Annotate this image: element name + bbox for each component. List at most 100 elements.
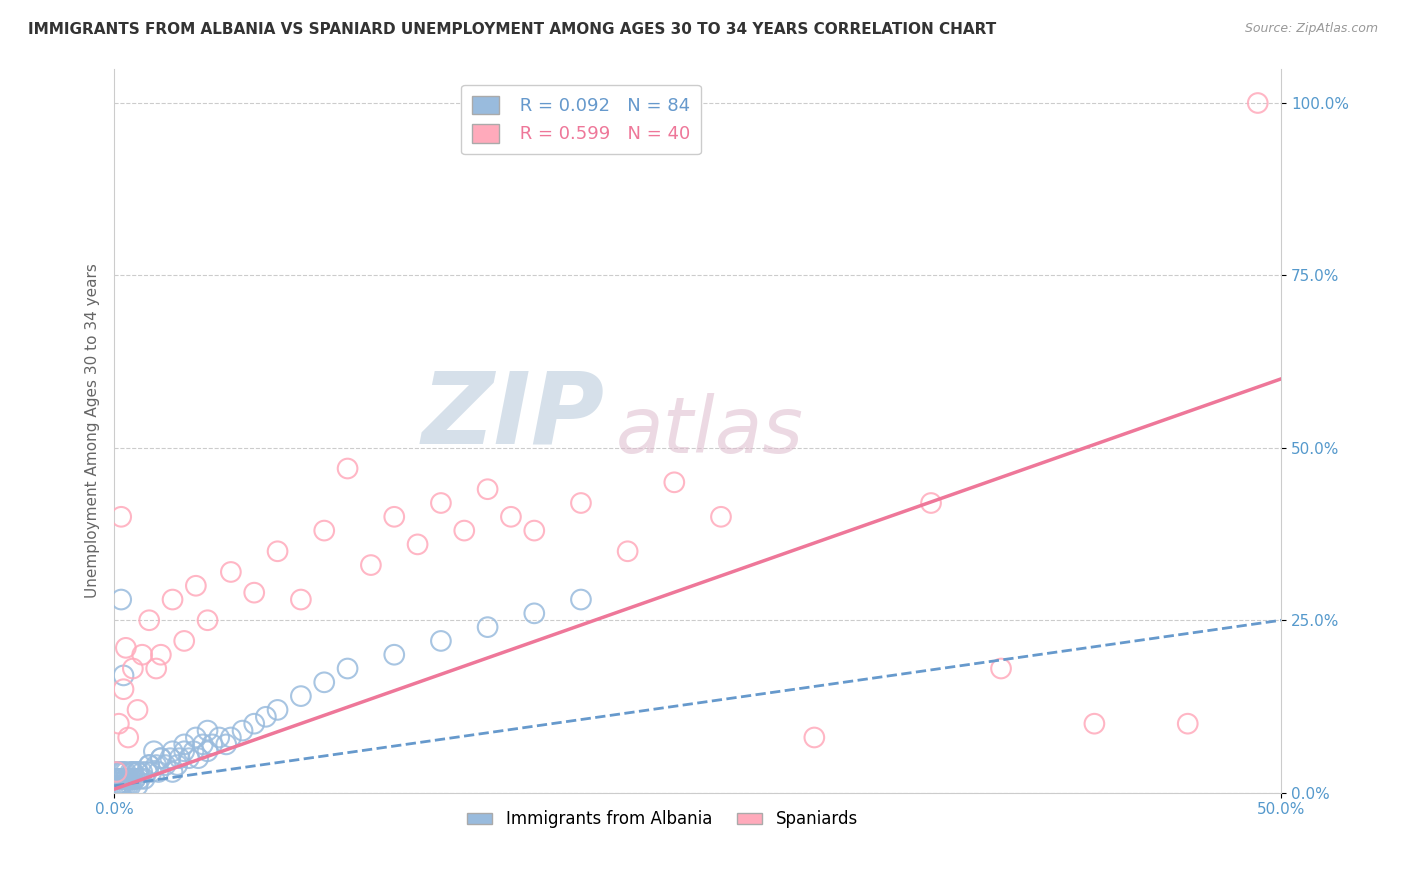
Point <box>477 620 499 634</box>
Point <box>127 764 149 779</box>
Point <box>314 524 336 538</box>
Point <box>145 758 167 772</box>
Point <box>920 496 942 510</box>
Point <box>108 716 131 731</box>
Point <box>127 779 149 793</box>
Point <box>173 634 195 648</box>
Point <box>115 640 138 655</box>
Point <box>219 731 242 745</box>
Point <box>115 772 138 786</box>
Point <box>105 764 128 779</box>
Point <box>115 779 138 793</box>
Point <box>148 764 170 779</box>
Point <box>360 558 382 572</box>
Point <box>232 723 254 738</box>
Point <box>110 764 132 779</box>
Point <box>145 661 167 675</box>
Point <box>191 738 214 752</box>
Point <box>453 524 475 538</box>
Point <box>105 779 128 793</box>
Point <box>131 648 153 662</box>
Point <box>121 764 143 779</box>
Point <box>128 772 150 786</box>
Point <box>184 731 207 745</box>
Point <box>112 764 135 779</box>
Point <box>108 772 131 786</box>
Point <box>120 764 142 779</box>
Point <box>117 772 139 786</box>
Point <box>155 758 177 772</box>
Point <box>105 772 128 786</box>
Point <box>121 772 143 786</box>
Point <box>121 764 143 779</box>
Point <box>430 634 453 648</box>
Point <box>138 613 160 627</box>
Point <box>131 764 153 779</box>
Point <box>616 544 638 558</box>
Text: atlas: atlas <box>616 392 804 468</box>
Point <box>108 779 131 793</box>
Point <box>142 744 165 758</box>
Point <box>159 751 181 765</box>
Point <box>523 524 546 538</box>
Point <box>135 764 157 779</box>
Point <box>138 758 160 772</box>
Point <box>197 723 219 738</box>
Point <box>105 779 128 793</box>
Point <box>183 744 205 758</box>
Point <box>105 764 128 779</box>
Point <box>112 772 135 786</box>
Point <box>219 565 242 579</box>
Point <box>110 779 132 793</box>
Point <box>138 758 160 772</box>
Point <box>108 772 131 786</box>
Point <box>162 592 184 607</box>
Point <box>177 751 200 765</box>
Point <box>117 772 139 786</box>
Point <box>169 751 191 765</box>
Point <box>112 682 135 697</box>
Point <box>149 648 172 662</box>
Point <box>523 607 546 621</box>
Point <box>166 758 188 772</box>
Point <box>336 661 359 675</box>
Point <box>110 772 132 786</box>
Point <box>108 764 131 779</box>
Point <box>569 592 592 607</box>
Point <box>124 772 146 786</box>
Point <box>120 779 142 793</box>
Point <box>173 744 195 758</box>
Point <box>1247 95 1270 110</box>
Point <box>201 738 224 752</box>
Point <box>710 509 733 524</box>
Point <box>120 772 142 786</box>
Point <box>121 661 143 675</box>
Point <box>406 537 429 551</box>
Point <box>1177 716 1199 731</box>
Y-axis label: Unemployment Among Ages 30 to 34 years: Unemployment Among Ages 30 to 34 years <box>86 263 100 598</box>
Point <box>173 738 195 752</box>
Point <box>290 592 312 607</box>
Point <box>290 689 312 703</box>
Point <box>127 703 149 717</box>
Point <box>120 772 142 786</box>
Point <box>990 661 1012 675</box>
Point <box>127 764 149 779</box>
Point <box>243 585 266 599</box>
Point <box>115 764 138 779</box>
Point <box>115 772 138 786</box>
Point <box>499 509 522 524</box>
Text: Source: ZipAtlas.com: Source: ZipAtlas.com <box>1244 22 1378 36</box>
Point <box>149 751 172 765</box>
Point <box>382 648 405 662</box>
Point <box>803 731 825 745</box>
Point <box>112 668 135 682</box>
Point <box>149 751 172 765</box>
Point <box>105 779 128 793</box>
Point <box>664 475 686 490</box>
Point <box>1083 716 1105 731</box>
Point <box>266 544 288 558</box>
Point <box>112 779 135 793</box>
Point <box>187 751 209 765</box>
Point <box>197 613 219 627</box>
